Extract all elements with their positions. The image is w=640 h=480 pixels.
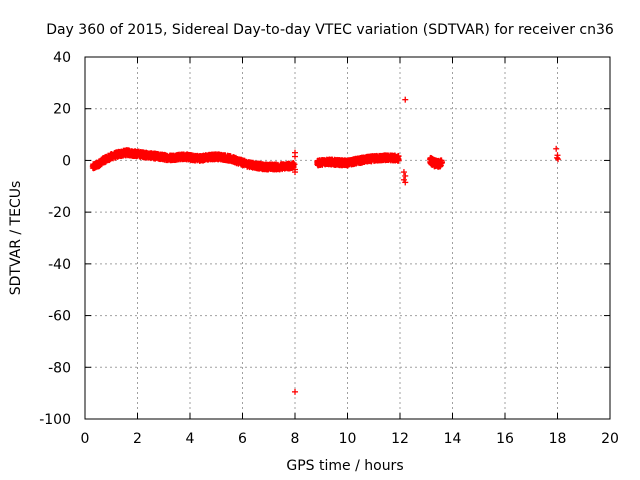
data-marks — [89, 96, 562, 395]
x-tick-label: 8 — [291, 431, 300, 447]
x-tick-label: 12 — [391, 431, 409, 447]
chart-title: Day 360 of 2015, Sidereal Day-to-day VTE… — [46, 22, 614, 38]
x-tick-label: 18 — [549, 431, 567, 447]
x-tick-label: 16 — [496, 431, 514, 447]
data-point — [402, 96, 409, 103]
x-tick-label: 6 — [238, 431, 247, 447]
data-point — [292, 169, 298, 176]
x-tick-label: 10 — [339, 431, 357, 447]
x-tick-label: 20 — [601, 431, 619, 447]
data-point — [402, 172, 409, 179]
y-axis-label: SDTVAR / TECUs — [8, 181, 24, 296]
data-point — [400, 169, 407, 176]
x-axis-label: GPS time / hours — [286, 458, 403, 474]
data-point — [292, 153, 298, 160]
y-tick-label: 20 — [53, 102, 71, 118]
data-point — [395, 157, 402, 164]
axis-ticks: 0 2 4 6 8 10 12 14 16 18 20 40 20 0 -20 -40 -60 -80 -100 — [39, 50, 619, 447]
data-point — [402, 179, 409, 186]
x-tick-label: 14 — [444, 431, 462, 447]
data-point — [553, 145, 560, 152]
y-tick-label: -60 — [48, 309, 71, 325]
grid — [85, 57, 610, 419]
y-tick-label: 40 — [53, 50, 71, 66]
data-point — [290, 160, 297, 167]
x-tick-label: 0 — [81, 431, 90, 447]
data-point — [291, 161, 298, 168]
y-tick-label: -20 — [48, 205, 71, 221]
y-tick-label: -80 — [48, 360, 71, 376]
data-point — [555, 156, 562, 163]
data-point — [292, 388, 298, 395]
y-tick-label: -100 — [39, 412, 71, 428]
y-tick-label: 0 — [62, 153, 71, 169]
x-tick-label: 4 — [186, 431, 195, 447]
y-tick-label: -40 — [48, 257, 71, 273]
data-point — [553, 154, 560, 161]
data-point — [438, 159, 445, 166]
x-tick-label: 2 — [133, 431, 142, 447]
